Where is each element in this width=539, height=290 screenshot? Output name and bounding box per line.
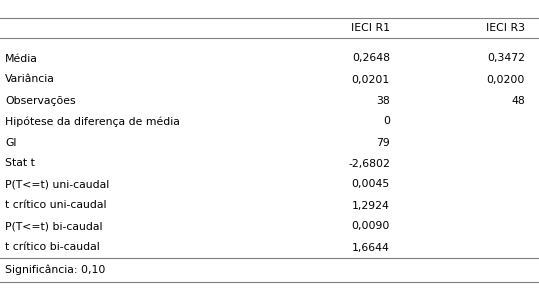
Text: 0,0045: 0,0045 (352, 180, 390, 189)
Text: 0,3472: 0,3472 (487, 53, 525, 64)
Text: Média: Média (5, 53, 38, 64)
Text: -2,6802: -2,6802 (348, 159, 390, 168)
Text: P(T<=t) uni-caudal: P(T<=t) uni-caudal (5, 180, 109, 189)
Text: 79: 79 (376, 137, 390, 148)
Text: 0: 0 (383, 117, 390, 126)
Text: IECI R3: IECI R3 (486, 23, 525, 33)
Text: 48: 48 (512, 95, 525, 106)
Text: 0,0200: 0,0200 (487, 75, 525, 84)
Text: Hipótese da diferença de média: Hipótese da diferença de média (5, 116, 180, 127)
Text: Significância: 0,10: Significância: 0,10 (5, 265, 106, 275)
Text: Stat t: Stat t (5, 159, 35, 168)
Text: 0,0090: 0,0090 (351, 222, 390, 231)
Text: t crítico uni-caudal: t crítico uni-caudal (5, 200, 107, 211)
Text: Observações: Observações (5, 95, 75, 106)
Text: 0,2648: 0,2648 (352, 53, 390, 64)
Text: Gl: Gl (5, 137, 16, 148)
Text: IECI R1: IECI R1 (351, 23, 390, 33)
Text: P(T<=t) bi-caudal: P(T<=t) bi-caudal (5, 222, 102, 231)
Text: t crítico bi-caudal: t crítico bi-caudal (5, 242, 100, 253)
Text: 0,0201: 0,0201 (352, 75, 390, 84)
Text: 1,2924: 1,2924 (352, 200, 390, 211)
Text: 38: 38 (376, 95, 390, 106)
Text: 1,6644: 1,6644 (352, 242, 390, 253)
Text: Variância: Variância (5, 75, 55, 84)
